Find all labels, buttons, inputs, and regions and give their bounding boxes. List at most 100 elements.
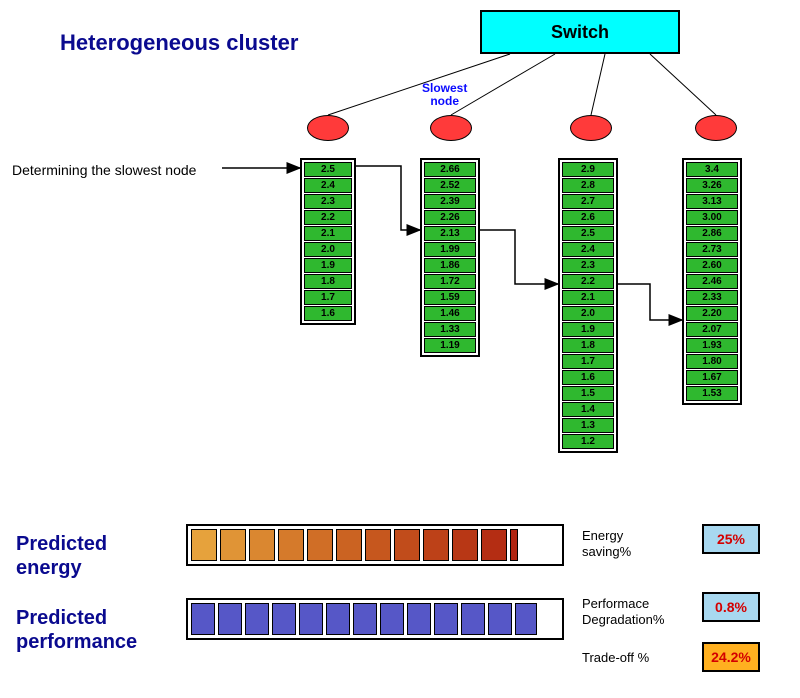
node-ellipse-2: [570, 115, 612, 141]
predicted-energy-label: Predictedenergy: [16, 532, 107, 580]
freq-cell: 1.6: [304, 306, 352, 321]
metric-label-1: PerformaceDegradation%: [582, 596, 664, 627]
freq-cell: 2.39: [424, 194, 476, 209]
metric-value-0: 25%: [702, 524, 760, 554]
slowest-l1: Slowest: [422, 81, 467, 95]
freq-stack-0: 2.52.42.32.22.12.01.91.81.71.6: [300, 158, 356, 325]
energy-segment: [365, 529, 391, 561]
freq-cell: 2.26: [424, 210, 476, 225]
freq-cell: 2.0: [304, 242, 352, 257]
freq-cell: 2.9: [562, 162, 614, 177]
freq-cell: 2.86: [686, 226, 738, 241]
freq-cell: 2.5: [304, 162, 352, 177]
perf-segment: [515, 603, 537, 635]
connection-lines: [0, 0, 800, 698]
performance-bar: [186, 598, 564, 640]
switch-label: Switch: [551, 22, 609, 43]
page-title: Heterogeneous cluster: [60, 30, 298, 56]
freq-cell: 1.3: [562, 418, 614, 433]
freq-cell: 1.6: [562, 370, 614, 385]
freq-stack-1: 2.662.522.392.262.131.991.861.721.591.46…: [420, 158, 480, 357]
freq-cell: 2.1: [304, 226, 352, 241]
freq-cell: 2.13: [424, 226, 476, 241]
perf-segment: [461, 603, 485, 635]
freq-cell: 1.8: [304, 274, 352, 289]
freq-cell: 2.73: [686, 242, 738, 257]
energy-segment: [220, 529, 246, 561]
switch-box: Switch: [480, 10, 680, 54]
energy-segment: [481, 529, 507, 561]
freq-cell: 2.8: [562, 178, 614, 193]
freq-stack-3: 3.43.263.133.002.862.732.602.462.332.202…: [682, 158, 742, 405]
freq-cell: 1.93: [686, 338, 738, 353]
perf-segment: [245, 603, 269, 635]
freq-cell: 2.7: [562, 194, 614, 209]
metric-label-2: Trade-off %: [582, 650, 649, 666]
freq-cell: 2.5: [562, 226, 614, 241]
freq-cell: 1.99: [424, 242, 476, 257]
energy-segment: [394, 529, 420, 561]
metric-value-2: 24.2%: [702, 642, 760, 672]
freq-cell: 2.4: [562, 242, 614, 257]
freq-cell: 2.60: [686, 258, 738, 273]
slowest-node-label: Slowest node: [422, 82, 467, 108]
freq-cell: 2.3: [304, 194, 352, 209]
freq-cell: 2.66: [424, 162, 476, 177]
freq-cell: 1.19: [424, 338, 476, 353]
freq-cell: 2.6: [562, 210, 614, 225]
freq-cell: 1.7: [304, 290, 352, 305]
perf-segment: [353, 603, 377, 635]
freq-cell: 2.2: [304, 210, 352, 225]
freq-cell: 3.4: [686, 162, 738, 177]
freq-cell: 2.33: [686, 290, 738, 305]
node-ellipse-0: [307, 115, 349, 141]
energy-segment: [249, 529, 275, 561]
freq-cell: 1.33: [424, 322, 476, 337]
energy-segment: [423, 529, 449, 561]
freq-cell: 1.53: [686, 386, 738, 401]
freq-cell: 1.8: [562, 338, 614, 353]
freq-cell: 2.0: [562, 306, 614, 321]
freq-cell: 1.4: [562, 402, 614, 417]
metric-label-0: Energysaving%: [582, 528, 631, 559]
freq-cell: 2.46: [686, 274, 738, 289]
metric-value-1: 0.8%: [702, 592, 760, 622]
freq-cell: 3.26: [686, 178, 738, 193]
freq-cell: 2.07: [686, 322, 738, 337]
energy-segment: [278, 529, 304, 561]
perf-segment: [407, 603, 431, 635]
energy-segment: [191, 529, 217, 561]
freq-cell: 3.13: [686, 194, 738, 209]
freq-cell: 3.00: [686, 210, 738, 225]
energy-bar: [186, 524, 564, 566]
freq-cell: 1.46: [424, 306, 476, 321]
freq-cell: 1.72: [424, 274, 476, 289]
energy-segment: [307, 529, 333, 561]
energy-segment: [452, 529, 478, 561]
perf-segment: [218, 603, 242, 635]
freq-cell: 1.2: [562, 434, 614, 449]
node-ellipse-3: [695, 115, 737, 141]
freq-stack-2: 2.92.82.72.62.52.42.32.22.12.01.91.81.71…: [558, 158, 618, 453]
freq-cell: 1.59: [424, 290, 476, 305]
energy-segment: [510, 529, 518, 561]
perf-segment: [299, 603, 323, 635]
predicted-performance-label: Predictedperformance: [16, 606, 137, 654]
determine-label: Determining the slowest node: [12, 162, 196, 178]
freq-cell: 2.4: [304, 178, 352, 193]
freq-cell: 1.7: [562, 354, 614, 369]
perf-segment: [191, 603, 215, 635]
freq-cell: 2.52: [424, 178, 476, 193]
perf-segment: [434, 603, 458, 635]
freq-cell: 2.3: [562, 258, 614, 273]
perf-segment: [272, 603, 296, 635]
freq-cell: 2.1: [562, 290, 614, 305]
freq-cell: 1.86: [424, 258, 476, 273]
freq-cell: 1.5: [562, 386, 614, 401]
perf-segment: [488, 603, 512, 635]
node-ellipse-1: [430, 115, 472, 141]
freq-cell: 2.20: [686, 306, 738, 321]
freq-cell: 1.67: [686, 370, 738, 385]
freq-cell: 1.9: [562, 322, 614, 337]
energy-segment: [336, 529, 362, 561]
